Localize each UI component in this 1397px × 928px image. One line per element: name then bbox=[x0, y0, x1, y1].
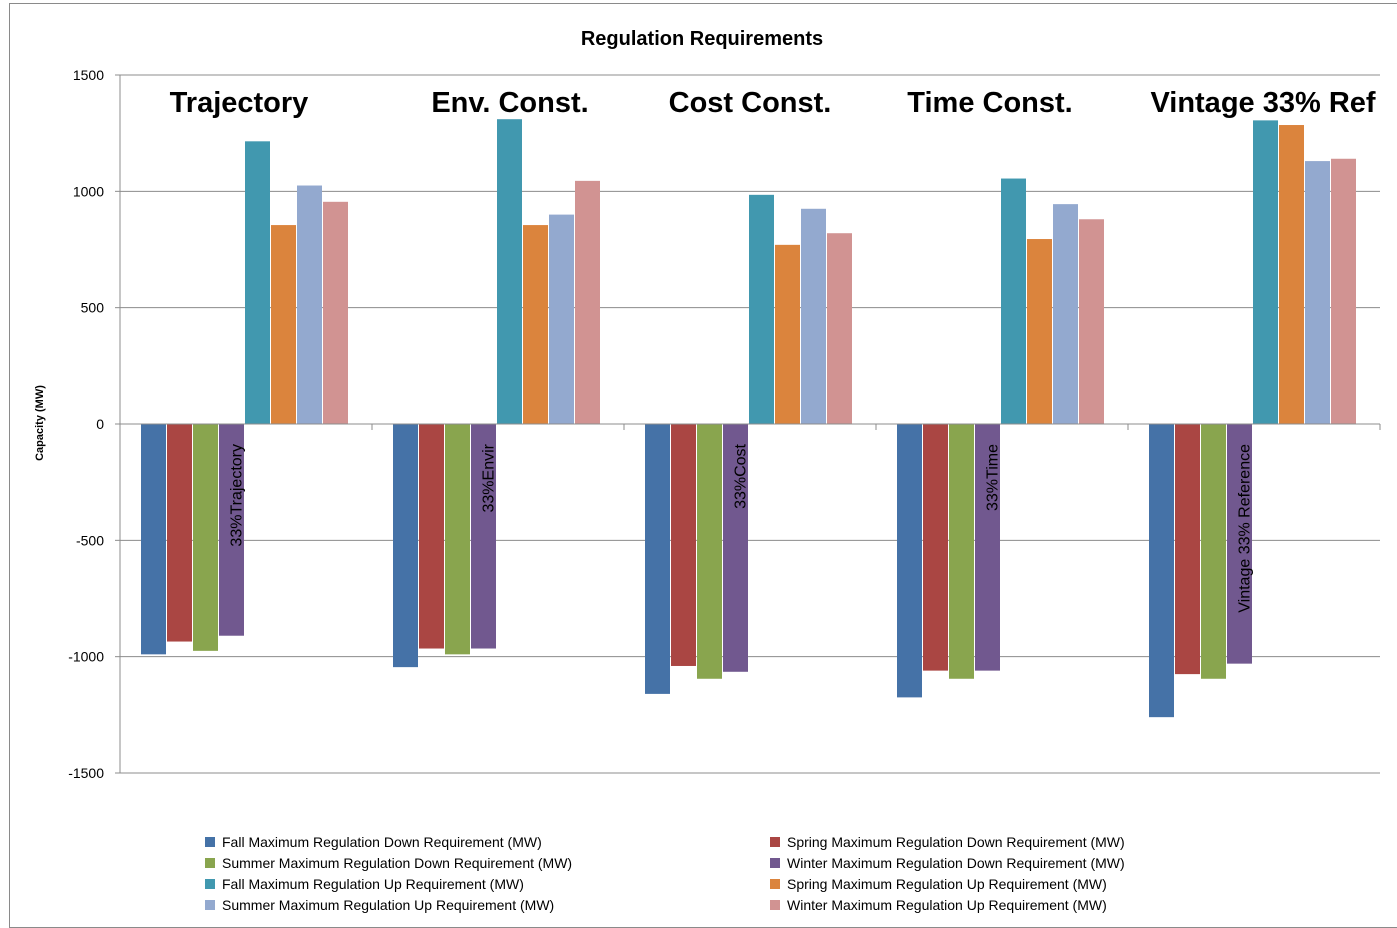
category-label: 33%Cost bbox=[733, 443, 750, 508]
bar bbox=[1079, 219, 1104, 424]
y-tick-label: -500 bbox=[76, 532, 104, 548]
bar bbox=[671, 424, 696, 666]
bar bbox=[1253, 120, 1278, 425]
bar bbox=[471, 424, 496, 649]
bar bbox=[245, 141, 270, 424]
legend-label: Summer Maximum Regulation Up Requirement… bbox=[222, 897, 554, 913]
bar bbox=[393, 424, 418, 668]
group-title: Env. Const. bbox=[431, 87, 588, 119]
bar bbox=[1149, 424, 1174, 718]
bar bbox=[219, 424, 244, 636]
bar bbox=[141, 424, 166, 655]
bars bbox=[141, 119, 1356, 718]
bar bbox=[167, 424, 192, 642]
category-label: Vintage 33% Reference bbox=[1237, 444, 1254, 613]
bar bbox=[801, 208, 826, 424]
y-tick-label: -1500 bbox=[68, 765, 104, 781]
category-label: 33%Envir bbox=[481, 443, 498, 512]
bar bbox=[1305, 161, 1330, 424]
bar bbox=[697, 424, 722, 679]
legend-label: Spring Maximum Regulation Down Requireme… bbox=[787, 834, 1125, 850]
legend-swatch bbox=[770, 837, 780, 847]
bar bbox=[1175, 424, 1200, 675]
bar bbox=[827, 233, 852, 424]
axes bbox=[115, 74, 1381, 774]
bar bbox=[1001, 178, 1026, 424]
bar bbox=[723, 424, 748, 672]
legend: Fall Maximum Regulation Down Requirement… bbox=[205, 834, 1125, 913]
bar bbox=[445, 424, 470, 655]
bar bbox=[323, 201, 348, 424]
labels: 1500 1000 500 0 -500 -1000 -1500 Trajectory Env.… bbox=[68, 67, 1376, 781]
legend-swatch bbox=[205, 858, 215, 868]
legend-label: Winter Maximum Regulation Up Requirement… bbox=[787, 897, 1107, 913]
legend-swatch bbox=[770, 858, 780, 868]
y-axis-label: Capacity (MW) bbox=[34, 385, 46, 461]
bar bbox=[1027, 239, 1052, 424]
y-tick-label: 500 bbox=[81, 300, 105, 316]
bar bbox=[975, 424, 1000, 671]
legend-swatch bbox=[205, 879, 215, 889]
bar bbox=[1201, 424, 1226, 679]
bar bbox=[923, 424, 948, 671]
bar bbox=[645, 424, 670, 694]
bar bbox=[949, 424, 974, 679]
group-title: Vintage 33% Ref bbox=[1150, 87, 1375, 119]
bar bbox=[575, 180, 600, 424]
category-label: 33%Trajectory bbox=[229, 444, 246, 547]
y-tick-label: 1000 bbox=[73, 183, 104, 199]
bar bbox=[1331, 158, 1356, 424]
y-tick-label: -1000 bbox=[68, 649, 104, 665]
legend-label: Fall Maximum Regulation Down Requirement… bbox=[222, 834, 542, 850]
legend-label: Winter Maximum Regulation Down Requireme… bbox=[787, 855, 1125, 871]
bar bbox=[497, 119, 522, 424]
bar bbox=[775, 244, 800, 424]
group-title: Cost Const. bbox=[669, 87, 832, 119]
legend-swatch bbox=[770, 900, 780, 910]
group-title: Trajectory bbox=[170, 87, 309, 119]
category-label: 33%Time bbox=[985, 444, 1002, 511]
chart-title: Regulation Requirements bbox=[581, 28, 823, 50]
y-tick-label: 0 bbox=[96, 416, 104, 432]
legend-swatch bbox=[205, 900, 215, 910]
group-title: Time Const. bbox=[907, 87, 1072, 119]
bar bbox=[193, 424, 218, 651]
legend-swatch bbox=[205, 837, 215, 847]
bar bbox=[549, 214, 574, 424]
y-tick-label: 1500 bbox=[73, 67, 104, 83]
bar bbox=[297, 185, 322, 424]
legend-label: Fall Maximum Regulation Up Requirement (… bbox=[222, 876, 524, 892]
bar bbox=[419, 424, 444, 649]
bar bbox=[271, 225, 296, 424]
bar bbox=[897, 424, 922, 698]
bar bbox=[523, 225, 548, 424]
legend-label: Summer Maximum Regulation Down Requireme… bbox=[222, 855, 572, 871]
bar bbox=[1279, 125, 1304, 425]
bar bbox=[1227, 424, 1252, 664]
bar bbox=[1053, 204, 1078, 424]
bar bbox=[749, 194, 774, 424]
legend-swatch bbox=[770, 879, 780, 889]
legend-label: Spring Maximum Regulation Up Requirement… bbox=[787, 876, 1107, 892]
